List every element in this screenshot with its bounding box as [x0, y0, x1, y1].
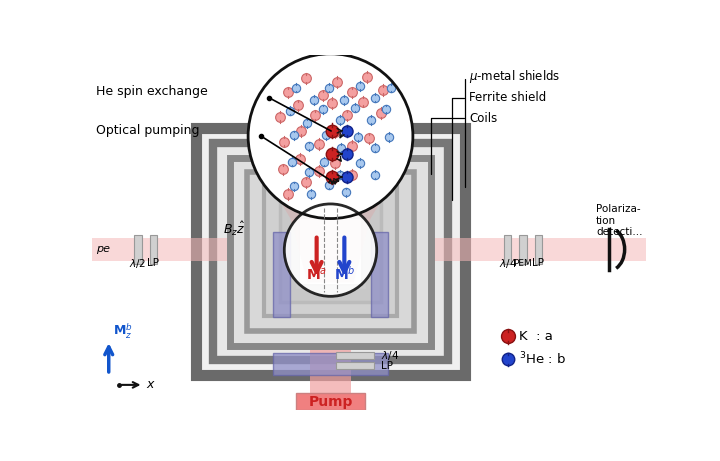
Text: K  : a: K : a — [519, 330, 553, 343]
Text: $\mathbf{M}^b$: $\mathbf{M}^b$ — [333, 265, 355, 283]
Bar — [281, 201, 381, 301]
Bar — [246, 172, 415, 331]
Text: Polariza-
tion
detecti...: Polariza- tion detecti... — [596, 204, 643, 237]
Bar — [504, 235, 511, 264]
Text: Coils: Coils — [431, 112, 498, 174]
Bar — [91, 238, 647, 261]
Bar — [264, 187, 397, 316]
Text: $\mathbf{M}^a$: $\mathbf{M}^a$ — [306, 266, 328, 283]
Text: LP: LP — [381, 361, 392, 371]
Bar — [534, 235, 542, 264]
Bar — [297, 216, 364, 287]
Text: $\lambda$/2: $\lambda$/2 — [130, 257, 147, 270]
Bar — [212, 143, 449, 360]
Circle shape — [248, 54, 413, 219]
Text: Optical pumping: Optical pumping — [96, 124, 199, 136]
Bar — [336, 362, 374, 369]
Bar — [336, 352, 374, 360]
Text: He spin exchange: He spin exchange — [96, 85, 207, 98]
Bar — [273, 353, 388, 375]
Text: $\mathbf{M}_z^b$: $\mathbf{M}_z^b$ — [113, 321, 133, 341]
Text: $^3$He : b: $^3$He : b — [519, 351, 566, 368]
Text: Pump: Pump — [308, 395, 353, 409]
Polygon shape — [269, 183, 392, 219]
Text: $B_z\hat{z}$: $B_z\hat{z}$ — [222, 219, 245, 238]
Bar — [296, 393, 365, 410]
Circle shape — [284, 204, 377, 296]
Bar — [372, 232, 388, 317]
Bar — [196, 129, 465, 375]
Text: $\lambda$/4: $\lambda$/4 — [381, 349, 399, 362]
Text: $\mu$-metal shields: $\mu$-metal shields — [465, 68, 560, 187]
Text: LP: LP — [148, 258, 159, 268]
Bar — [134, 235, 142, 264]
Text: LP: LP — [532, 258, 544, 268]
Text: pe: pe — [96, 244, 109, 254]
Bar — [230, 158, 431, 346]
Bar — [300, 219, 361, 284]
Text: Ferrite shield: Ferrite shield — [452, 91, 546, 201]
Bar — [150, 235, 157, 264]
Text: PEM: PEM — [513, 259, 532, 268]
Bar — [519, 235, 527, 264]
Text: $\lambda$/4: $\lambda$/4 — [498, 257, 517, 270]
Text: $x$: $x$ — [146, 378, 156, 391]
Polygon shape — [290, 219, 371, 283]
Bar — [273, 130, 388, 152]
Bar — [273, 232, 289, 317]
Bar — [310, 55, 351, 410]
